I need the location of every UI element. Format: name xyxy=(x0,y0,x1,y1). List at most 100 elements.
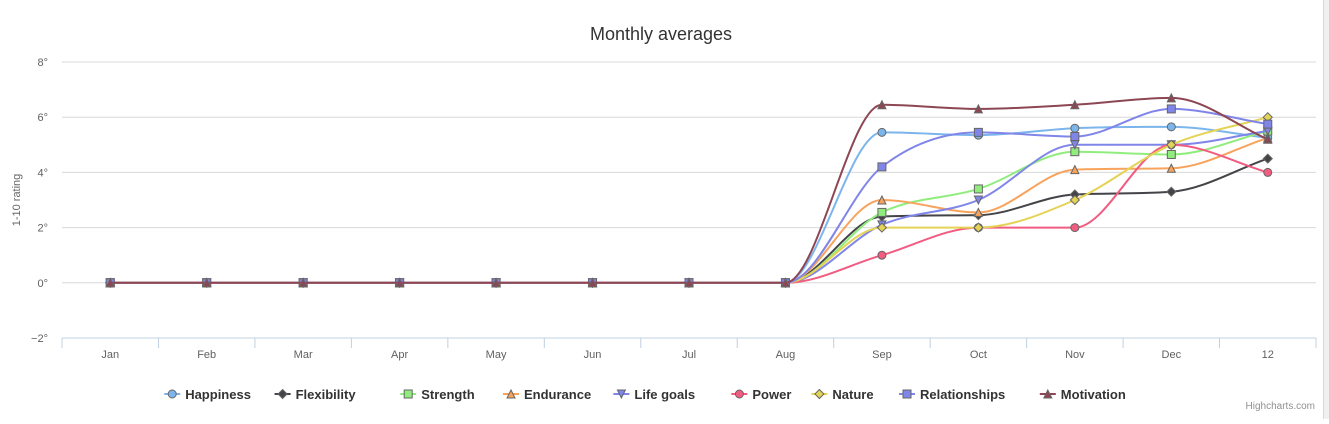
series-power xyxy=(105,140,1273,288)
series-life-goals xyxy=(105,126,1273,288)
series-happiness xyxy=(105,122,1273,288)
data-point-happiness[interactable] xyxy=(1166,122,1176,132)
data-point-motivation[interactable] xyxy=(1262,134,1273,144)
legend-symbol-motivation xyxy=(1042,388,1053,399)
data-point-relationships[interactable] xyxy=(1166,104,1176,114)
data-point-motivation[interactable] xyxy=(201,277,212,288)
data-point-happiness[interactable] xyxy=(877,127,887,137)
series-line-power[interactable] xyxy=(110,143,1269,284)
legend-symbol-strength xyxy=(403,389,413,399)
y-tick-label: 6° xyxy=(37,112,48,124)
legend-symbol-happiness xyxy=(167,389,177,399)
data-point-relationships[interactable] xyxy=(1070,132,1080,142)
data-point-relationships[interactable] xyxy=(973,127,983,137)
legend-item-strength[interactable]: Strength xyxy=(400,387,475,402)
x-tick-label: Sep xyxy=(872,349,892,361)
legend-item-motivation[interactable]: Motivation xyxy=(1039,387,1126,402)
legend-item-flexibility[interactable]: Flexibility xyxy=(274,387,357,402)
data-point-strength[interactable] xyxy=(1166,149,1176,159)
y-tick-label: −2° xyxy=(31,333,48,345)
data-point-nature[interactable] xyxy=(876,222,888,233)
legend-label-happiness: Happiness xyxy=(185,387,251,402)
data-point-power[interactable] xyxy=(877,250,887,260)
legend-item-life-goals[interactable]: Life goals xyxy=(613,387,695,402)
x-tick-label: Dec xyxy=(1162,349,1182,361)
x-tick-label: Nov xyxy=(1065,349,1085,361)
window-edge xyxy=(1323,0,1329,419)
data-point-flexibility[interactable] xyxy=(1262,153,1273,164)
series-line-endurance[interactable] xyxy=(110,136,1269,284)
legend: Happiness Flexibility Strength Endurance Lif… xyxy=(164,387,1126,402)
legend-item-relationships[interactable]: Relationships xyxy=(899,387,1005,402)
series-endurance xyxy=(105,132,1273,288)
legend-label-flexibility: Flexibility xyxy=(296,387,357,402)
series-line-flexibility[interactable] xyxy=(110,157,1269,284)
data-point-motivation[interactable] xyxy=(491,277,501,288)
legend-symbol-relationships xyxy=(902,389,912,399)
data-point-power[interactable] xyxy=(1070,223,1080,233)
legend-symbol-endurance xyxy=(506,388,516,399)
series-layer xyxy=(105,92,1273,289)
data-point-nature[interactable] xyxy=(1166,139,1177,151)
series-line-strength[interactable] xyxy=(110,130,1269,284)
y-tick-label: 0° xyxy=(37,278,48,290)
series-line-nature[interactable] xyxy=(110,116,1269,284)
data-point-endurance[interactable] xyxy=(973,207,984,217)
legend-item-power[interactable]: Power xyxy=(731,387,791,402)
series-line-life-goals[interactable] xyxy=(110,130,1268,284)
data-point-flexibility[interactable] xyxy=(1166,186,1177,197)
data-point-endurance[interactable] xyxy=(1166,163,1177,173)
legend-label-endurance: Endurance xyxy=(524,387,591,402)
data-point-relationships[interactable] xyxy=(1263,119,1273,129)
data-point-strength[interactable] xyxy=(973,184,983,194)
data-point-motivation[interactable] xyxy=(684,277,694,288)
series-line-relationships[interactable] xyxy=(110,107,1268,284)
data-point-motivation[interactable] xyxy=(1166,92,1177,103)
legend-symbol-flexibility xyxy=(277,388,288,400)
data-point-motivation[interactable] xyxy=(877,99,887,110)
data-point-power[interactable] xyxy=(1263,167,1273,177)
x-tick-label: Feb xyxy=(197,349,216,361)
legend-label-strength: Strength xyxy=(421,387,475,402)
legend-symbol-life-goals xyxy=(616,389,627,400)
data-point-endurance[interactable] xyxy=(877,194,887,205)
series-line-happiness[interactable] xyxy=(110,125,1268,284)
x-tick-label: Jul xyxy=(682,349,696,361)
series-nature xyxy=(105,111,1273,289)
data-point-relationships[interactable] xyxy=(877,162,887,172)
series-flexibility xyxy=(105,153,1273,289)
x-tick-label: Aug xyxy=(776,349,796,361)
data-point-motivation[interactable] xyxy=(780,277,791,288)
x-tick-label: Apr xyxy=(391,349,408,361)
legend-label-life-goals: Life goals xyxy=(634,387,695,402)
legend-label-nature: Nature xyxy=(832,387,873,402)
data-point-motivation[interactable] xyxy=(105,277,116,288)
data-point-motivation[interactable] xyxy=(298,277,308,288)
y-axis-title: 1-10 rating xyxy=(11,174,23,227)
data-point-happiness[interactable] xyxy=(1070,123,1080,133)
credits-link[interactable]: Highcharts.com xyxy=(1245,401,1315,412)
y-tick-label: 2° xyxy=(37,223,48,235)
legend-symbol-power xyxy=(734,389,744,399)
legend-symbol-nature xyxy=(814,388,825,400)
data-point-endurance[interactable] xyxy=(1070,164,1080,175)
legend-item-nature[interactable]: Nature xyxy=(811,387,874,402)
series-strength xyxy=(105,126,1273,288)
legend-label-relationships: Relationships xyxy=(920,387,1005,402)
data-point-strength[interactable] xyxy=(877,207,887,217)
data-point-motivation[interactable] xyxy=(973,103,984,114)
legend-item-happiness[interactable]: Happiness xyxy=(164,387,251,402)
data-point-nature[interactable] xyxy=(1069,194,1081,206)
data-point-motivation[interactable] xyxy=(587,277,598,288)
y-tick-label: 4° xyxy=(37,167,48,179)
x-tick-label: May xyxy=(486,349,507,361)
data-point-motivation[interactable] xyxy=(1070,99,1080,110)
data-point-life-goals[interactable] xyxy=(973,195,984,206)
data-point-nature[interactable] xyxy=(973,222,984,233)
data-point-motivation[interactable] xyxy=(394,277,405,288)
legend-item-endurance[interactable]: Endurance xyxy=(503,387,591,402)
y-tick-label: 8° xyxy=(37,57,48,69)
x-tick-label: 12 xyxy=(1262,349,1274,361)
